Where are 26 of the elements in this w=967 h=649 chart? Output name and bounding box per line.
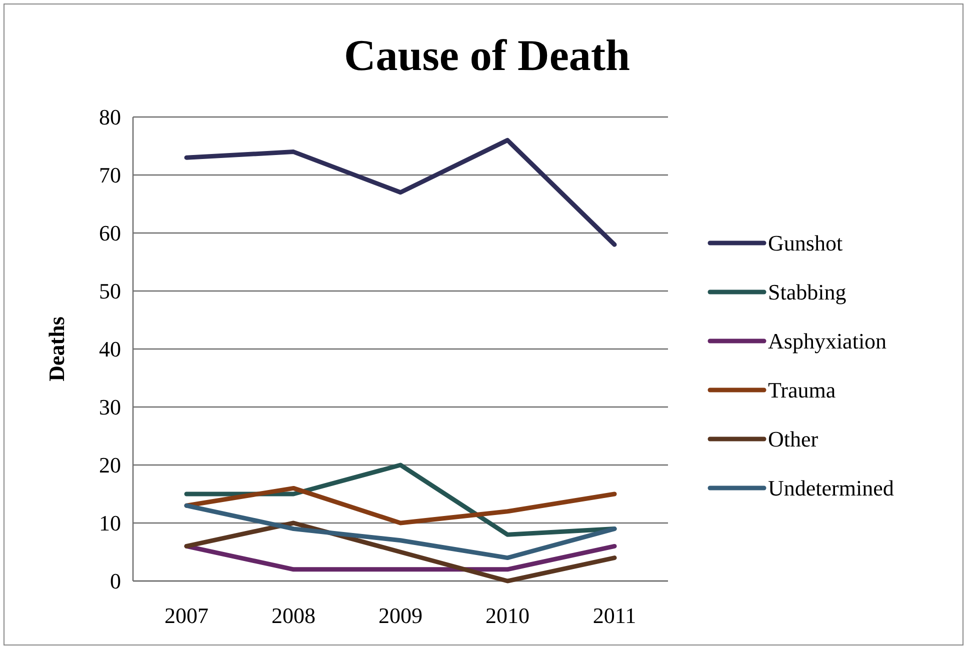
chart-title: Cause of Death [344,31,630,80]
line-series [184,486,617,526]
legend-label: Stabbing [768,280,846,305]
legend-label: Asphyxiation [768,328,887,354]
legend-label: Undetermined [768,476,894,501]
legend-label: Trauma [768,378,836,403]
x-tick-label: 2007 [164,603,208,628]
y-tick-label: 50 [99,278,121,304]
line-series [184,520,617,584]
x-tick-label: 2009 [378,603,422,628]
y-tick-label: 70 [99,162,121,188]
y-tick-label: 0 [110,568,121,594]
line-series [184,503,617,560]
x-tick-label: 2011 [592,603,636,628]
y-axis-title: Deaths [44,316,69,382]
y-tick-label: 80 [99,104,121,130]
y-tick-label: 30 [99,394,121,420]
x-tick-label: 2008 [272,603,316,628]
y-tick-label: 20 [99,452,121,478]
y-tick-label: 60 [99,220,121,246]
line-series [184,138,617,247]
x-tick-label: 2010 [486,603,530,628]
legend-label: Other [768,426,819,452]
legend-label: Gunshot [768,230,843,256]
y-tick-label: 40 [99,336,121,362]
y-tick-label: 10 [99,510,121,536]
